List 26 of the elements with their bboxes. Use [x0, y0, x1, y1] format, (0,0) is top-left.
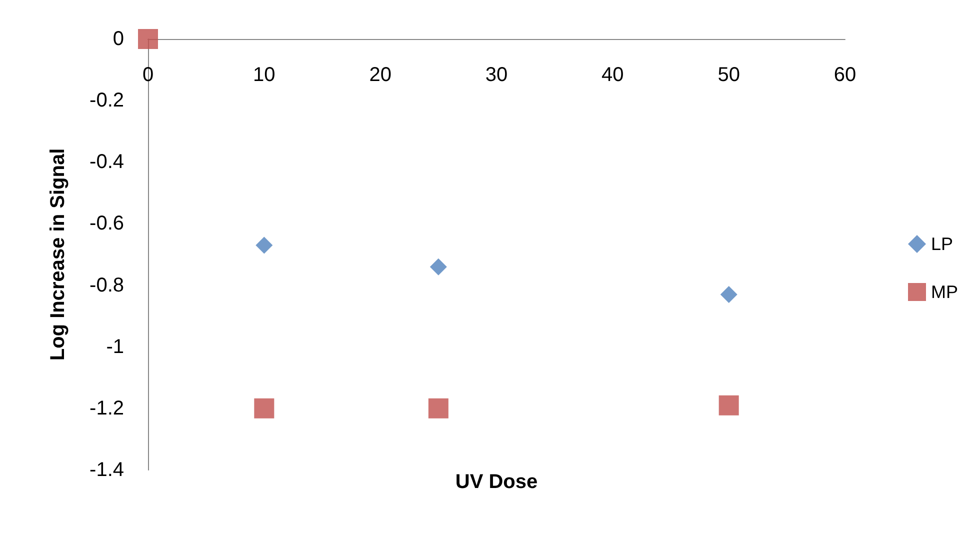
x-tick-label: 30: [485, 64, 508, 86]
point: [430, 258, 447, 276]
point: [718, 395, 739, 416]
y-tick-label: -0.2: [90, 90, 124, 112]
x-tick-label: 20: [369, 64, 392, 86]
point: [254, 398, 274, 418]
y-tick-label: -1.2: [90, 397, 124, 420]
y-axis-title: Log Increase in Signal: [47, 148, 69, 361]
point: [138, 29, 158, 49]
y-tick-label: 0: [112, 28, 124, 50]
legend-label: MP: [931, 282, 958, 302]
point: [256, 236, 273, 254]
x-tick-label: 40: [602, 64, 624, 86]
x-tick-label: 0: [142, 64, 154, 86]
x-axis-title: UV Dose: [455, 471, 538, 493]
y-tick-label: -0.4: [90, 151, 124, 174]
y-tick-label: -1: [106, 336, 124, 358]
legend-label: LP: [931, 234, 954, 254]
y-tick-label: -0.6: [90, 212, 124, 235]
x-tick-label: 60: [834, 64, 856, 86]
point: [428, 398, 448, 418]
y-tick-label: -1.4: [90, 459, 124, 481]
x-tick-label: 10: [253, 64, 276, 86]
point: [720, 286, 738, 304]
y-tick-label: -0.8: [90, 274, 124, 296]
x-tick-label: 50: [718, 64, 740, 86]
